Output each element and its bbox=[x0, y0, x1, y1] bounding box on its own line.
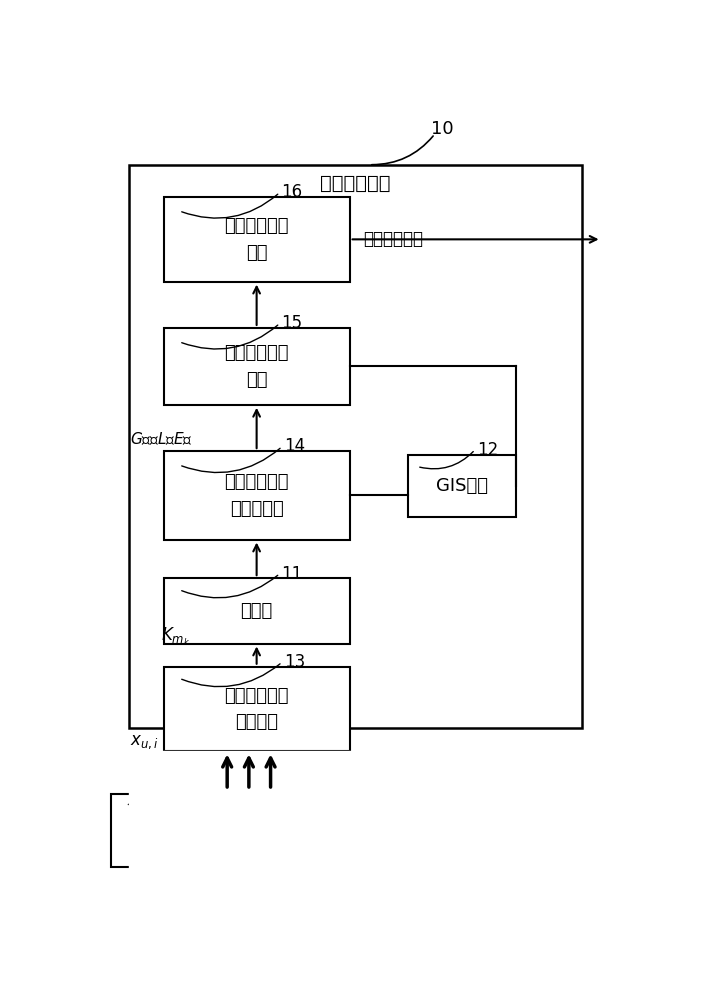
Text: 转向信息识别
模块: 转向信息识别 模块 bbox=[225, 217, 289, 262]
Bar bbox=[163, 197, 350, 282]
Bar bbox=[274, 794, 402, 867]
Text: 11: 11 bbox=[282, 565, 302, 583]
Text: 20: 20 bbox=[149, 775, 170, 793]
Text: 15: 15 bbox=[282, 314, 302, 332]
Text: 车载信息
终端: 车载信息 终端 bbox=[154, 808, 197, 853]
Text: 20: 20 bbox=[312, 775, 333, 793]
Text: 数据服务中心: 数据服务中心 bbox=[320, 174, 391, 193]
Bar bbox=[129, 751, 632, 905]
Text: 车载信息
终端: 车载信息 终端 bbox=[522, 808, 565, 853]
Bar bbox=[163, 451, 350, 540]
Text: ......: ...... bbox=[422, 821, 459, 840]
Text: 转向信息获取
模块: 转向信息获取 模块 bbox=[225, 344, 289, 389]
Bar bbox=[163, 328, 350, 405]
Text: 20: 20 bbox=[517, 775, 538, 793]
Text: 10: 10 bbox=[431, 120, 454, 138]
Bar bbox=[112, 794, 239, 867]
Text: 16: 16 bbox=[282, 183, 302, 201]
Text: $K_{m_k}$: $K_{m_k}$ bbox=[161, 626, 191, 648]
Text: 13: 13 bbox=[284, 653, 305, 671]
Text: 具体转向信息: 具体转向信息 bbox=[364, 230, 423, 248]
Text: 14: 14 bbox=[284, 437, 305, 455]
Text: 交叉路口路段
匹配模块: 交叉路口路段 匹配模块 bbox=[225, 687, 289, 731]
Bar bbox=[163, 578, 350, 644]
Text: 数据库: 数据库 bbox=[240, 602, 273, 620]
Bar bbox=[408, 455, 516, 517]
Text: 有向属性关系
图生成模块: 有向属性关系 图生成模块 bbox=[225, 473, 289, 518]
Text: $G$＝〈$L$，$E$〉: $G$＝〈$L$，$E$〉 bbox=[130, 430, 193, 447]
Bar bbox=[163, 667, 350, 751]
Text: GIS模块: GIS模块 bbox=[436, 477, 488, 495]
Text: $x_{u,i}$: $x_{u,i}$ bbox=[130, 733, 159, 751]
Bar bbox=[129, 165, 582, 728]
Text: 车载信息
终端: 车载信息 终端 bbox=[317, 808, 359, 853]
Text: 12: 12 bbox=[477, 441, 498, 459]
Bar bbox=[480, 794, 607, 867]
